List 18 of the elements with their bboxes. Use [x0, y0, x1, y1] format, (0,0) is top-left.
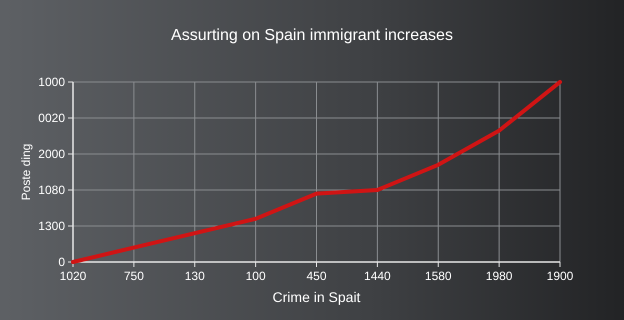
x-tick-label: 450 — [306, 269, 327, 283]
text: 1000 — [38, 75, 66, 89]
y-axis-title: Poste ding — [19, 144, 33, 200]
x-tick-label: 130 — [184, 269, 206, 283]
chart-title: Assurting on Spain immigrant increases — [171, 27, 453, 44]
text: 0020 — [38, 111, 66, 125]
text: 0 — [58, 255, 66, 269]
text: 1300 — [38, 219, 66, 233]
x-axis-title: Crime in Spait — [272, 289, 361, 305]
text: 2000 — [38, 147, 66, 161]
x-tick-label: 750 — [124, 269, 144, 283]
x-tick-label: 1580 — [424, 269, 452, 283]
text: 1080 — [38, 183, 66, 197]
x-tick-label: 1980 — [486, 269, 513, 283]
x-tick-label: 1020 — [60, 269, 87, 283]
x-tick-label: 1900 — [546, 269, 574, 283]
x-tick-label: 1440 — [364, 269, 392, 283]
x-tick-label: 100 — [246, 269, 266, 283]
